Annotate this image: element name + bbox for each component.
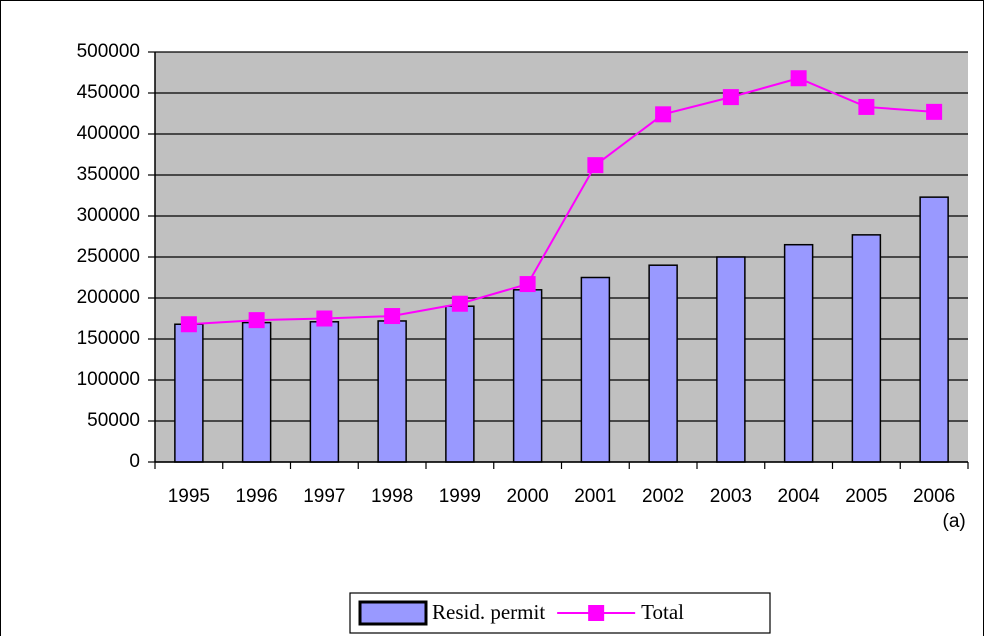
- x-tick-label: 2005: [845, 486, 887, 507]
- y-tick-label: 50000: [87, 410, 140, 431]
- x-tick-label: 2000: [506, 486, 548, 507]
- bar: [919, 196, 949, 463]
- bar: [241, 321, 272, 463]
- y-tick-label: 200000: [77, 287, 140, 308]
- marker: [858, 98, 875, 115]
- y-tick-label: 300000: [77, 205, 140, 226]
- bar: [512, 289, 543, 463]
- marker: [180, 316, 197, 333]
- bar: [648, 264, 678, 463]
- y-tick-label: 250000: [77, 246, 140, 267]
- legend-label: Total: [641, 600, 684, 624]
- y-tick-label: 100000: [77, 369, 140, 390]
- bar: [445, 305, 475, 463]
- bar: [377, 320, 407, 463]
- marker: [451, 295, 468, 312]
- bar: [580, 276, 611, 463]
- x-tick-label: 2006 (a): [913, 486, 966, 532]
- x-tick-label: 1997: [303, 486, 345, 507]
- x-tick-label: 2004: [777, 486, 820, 507]
- marker: [519, 276, 536, 293]
- legend-marker: [588, 605, 605, 621]
- x-tick-label: 2002: [642, 486, 684, 507]
- x-tick-label: 1995: [168, 486, 210, 507]
- marker: [722, 89, 739, 106]
- y-tick-label: 500000: [77, 41, 140, 62]
- x-tick-label: 2001: [574, 486, 616, 507]
- x-tick-label: 1996: [235, 486, 277, 507]
- marker: [790, 70, 807, 87]
- marker: [587, 157, 604, 174]
- line: [188, 77, 935, 326]
- x-tick-label: 1999: [439, 486, 481, 507]
- y-tick-label: 150000: [77, 328, 140, 349]
- marker: [248, 312, 265, 329]
- bar: [309, 321, 340, 463]
- x-tick-label: 2003: [710, 486, 752, 507]
- marker: [655, 106, 672, 123]
- marker: [926, 103, 943, 120]
- bar: [783, 243, 814, 463]
- marker: [316, 310, 333, 327]
- marker: [384, 308, 401, 325]
- y-tick-label: 350000: [77, 164, 140, 185]
- legend-swatch: [358, 600, 428, 626]
- bar: [716, 256, 746, 463]
- y-tick-label: 400000: [77, 123, 140, 144]
- x-tick-label: 1998: [371, 486, 413, 507]
- legend-label: Resid. permit: [432, 600, 545, 624]
- y-tick-label: 0: [129, 451, 140, 472]
- bar: [174, 323, 204, 463]
- y-tick-label: 450000: [77, 82, 140, 103]
- bar: [851, 234, 882, 463]
